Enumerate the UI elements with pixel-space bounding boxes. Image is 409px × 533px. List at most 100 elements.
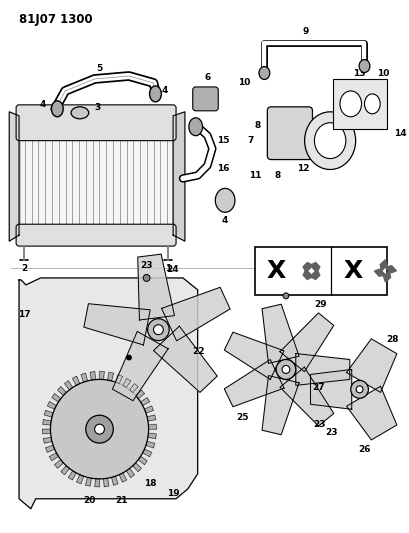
Text: 4: 4 [221,216,228,225]
Polygon shape [173,112,184,241]
Text: 23: 23 [325,427,337,437]
Text: 11: 11 [248,171,261,180]
Polygon shape [279,313,333,372]
Polygon shape [133,463,141,472]
Ellipse shape [147,319,169,341]
Ellipse shape [282,293,288,299]
Polygon shape [153,326,217,392]
Polygon shape [148,433,156,439]
Text: 27: 27 [312,383,324,392]
Polygon shape [85,478,91,486]
Polygon shape [148,424,156,429]
Ellipse shape [355,386,362,393]
Polygon shape [261,376,298,435]
Ellipse shape [358,60,369,72]
FancyBboxPatch shape [267,107,312,159]
Text: 25: 25 [236,413,248,422]
Text: 9: 9 [302,27,308,36]
Text: 26: 26 [357,445,370,454]
Polygon shape [379,260,387,271]
Polygon shape [261,304,298,364]
Bar [332,79,386,129]
Text: 8: 8 [274,171,281,180]
Ellipse shape [304,112,355,169]
Text: 10: 10 [376,69,389,77]
Bar [254,247,386,295]
Text: 24: 24 [166,265,178,274]
Polygon shape [111,476,118,485]
Polygon shape [346,386,396,440]
Text: 7: 7 [247,136,253,145]
Polygon shape [52,394,61,402]
Polygon shape [58,387,66,395]
Text: 24: 24 [290,280,303,289]
Polygon shape [146,441,154,448]
Ellipse shape [94,424,104,434]
Polygon shape [112,332,168,401]
Text: 12: 12 [297,164,309,173]
Polygon shape [126,469,134,478]
Polygon shape [43,419,51,425]
Ellipse shape [350,381,368,398]
Text: 15: 15 [217,136,229,145]
Ellipse shape [364,94,379,114]
Polygon shape [49,453,58,461]
Polygon shape [279,367,333,426]
Text: 17: 17 [18,310,31,319]
Polygon shape [76,475,83,484]
Polygon shape [302,270,312,279]
Text: 23: 23 [313,419,325,429]
Ellipse shape [281,366,289,374]
Text: 19: 19 [166,489,179,498]
Polygon shape [119,473,126,482]
Polygon shape [107,372,113,381]
Text: 13: 13 [353,69,365,77]
Bar [19,116,173,235]
Polygon shape [224,360,283,407]
Polygon shape [43,429,50,434]
Text: 4: 4 [161,86,167,95]
Polygon shape [103,478,109,487]
Text: 14: 14 [393,129,406,138]
Polygon shape [90,372,95,380]
Polygon shape [309,263,319,272]
Ellipse shape [149,86,161,102]
Text: 23: 23 [263,280,276,289]
Text: 21: 21 [115,496,127,505]
Ellipse shape [51,101,63,117]
Text: 8: 8 [254,121,260,130]
Polygon shape [144,406,153,413]
Polygon shape [68,471,76,480]
FancyBboxPatch shape [192,87,218,111]
Ellipse shape [50,379,148,479]
Text: 1: 1 [165,264,171,273]
Text: 6: 6 [204,74,210,83]
Text: 3: 3 [94,103,101,112]
Ellipse shape [85,415,113,443]
Ellipse shape [215,188,234,212]
Polygon shape [64,381,72,390]
Text: 5: 5 [96,63,102,72]
Polygon shape [81,373,87,382]
Ellipse shape [314,123,345,158]
Text: X: X [343,259,362,283]
Text: 4: 4 [39,100,46,109]
Text: X: X [266,259,285,283]
Polygon shape [137,254,174,320]
Ellipse shape [258,67,269,79]
Polygon shape [54,459,63,468]
Polygon shape [224,332,283,379]
Polygon shape [72,376,80,385]
Polygon shape [129,384,138,392]
Polygon shape [147,415,155,421]
Polygon shape [94,479,99,487]
Ellipse shape [339,91,361,117]
FancyBboxPatch shape [16,224,175,246]
Polygon shape [384,266,396,273]
Text: 28: 28 [385,335,398,344]
Polygon shape [161,287,229,341]
Polygon shape [19,278,197,508]
Text: 22: 22 [192,347,205,356]
Polygon shape [373,269,384,276]
Text: 29: 29 [314,300,326,309]
